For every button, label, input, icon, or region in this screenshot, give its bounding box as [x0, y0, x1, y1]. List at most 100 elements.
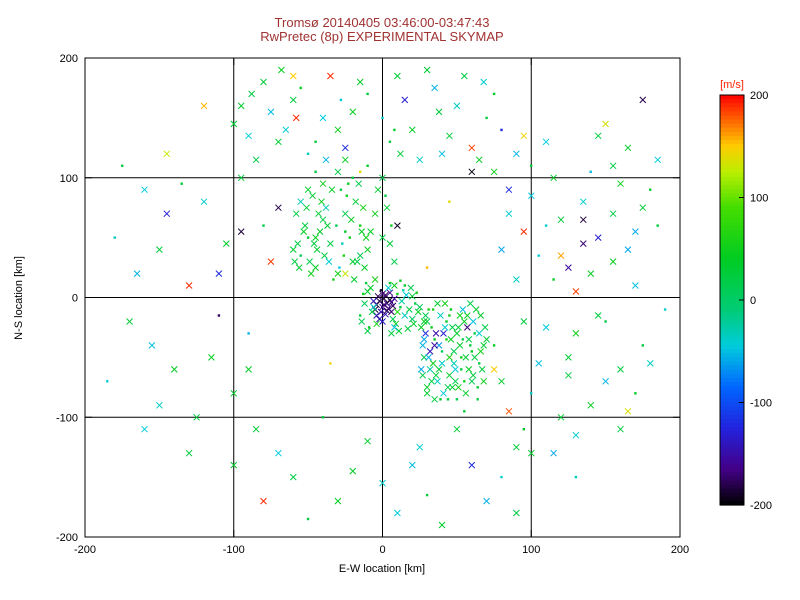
x-axis-label: E-W location [km]: [339, 563, 425, 575]
x-tick-label: 100: [522, 544, 540, 556]
scatter-marker-x: [490, 168, 498, 176]
scatter-marker-x: [324, 222, 331, 229]
colorbar-segment: [720, 324, 744, 330]
scatter-marker-x: [408, 315, 416, 323]
scatter-marker-x: [587, 401, 595, 409]
colorbar-segment: [720, 459, 744, 465]
scatter-marker-x: [440, 389, 447, 397]
scatter-marker-x: [632, 228, 639, 235]
scatter-marker-x: [565, 371, 572, 379]
scatter-marker-dot: [351, 176, 354, 179]
scatter-marker-dot: [314, 170, 317, 173]
colorbar-segment: [720, 107, 744, 112]
scatter-marker-x: [275, 138, 282, 146]
scatter-marker-x: [434, 377, 441, 385]
scatter-marker-x: [483, 336, 490, 343]
colorbar-segment: [720, 226, 744, 231]
scatter-marker-x: [459, 306, 467, 313]
scatter-marker-x: [480, 78, 488, 86]
scatter-marker-dot: [530, 392, 533, 395]
scatter-marker-x: [368, 308, 376, 316]
scatter-marker-x: [449, 324, 456, 331]
scatter-marker-dot: [180, 182, 183, 185]
scatter-marker-x: [364, 246, 371, 253]
scatter-marker-x: [654, 156, 662, 164]
colorbar-segment: [720, 291, 744, 297]
colorbar-segment: [720, 259, 744, 264]
scatter-marker-x: [431, 342, 438, 349]
scatter-marker-x: [301, 222, 309, 229]
scatter-marker-x: [289, 246, 297, 253]
scatter-marker-x: [245, 132, 252, 140]
scatter-marker-dot: [390, 224, 393, 227]
scatter-marker-dot: [589, 170, 592, 173]
scatter-marker-x: [416, 443, 424, 451]
colorbar-segment: [720, 472, 744, 477]
scatter-marker-x: [417, 324, 425, 331]
colorbar-segment: [720, 390, 744, 395]
scatter-marker-x: [382, 310, 389, 318]
scatter-marker-x: [446, 132, 453, 140]
scatter-marker-x: [319, 216, 327, 224]
colorbar-segment: [720, 320, 744, 326]
scatter-marker-x: [307, 270, 315, 277]
colorbar-segment: [720, 418, 744, 424]
scatter-marker-x: [609, 210, 617, 218]
scatter-marker-x: [306, 258, 313, 265]
scatter-marker-x: [248, 90, 255, 98]
scatter-marker-x: [527, 192, 535, 200]
scatter-marker-x: [392, 320, 400, 328]
scatter-marker-dot: [500, 128, 503, 132]
scatter-marker-x: [322, 204, 330, 212]
scatter-marker-x: [513, 509, 520, 517]
scatter-marker-x: [341, 156, 349, 164]
scatter-marker-x: [373, 312, 380, 319]
colorbar-segment: [720, 480, 744, 486]
scatter-marker-dot: [106, 380, 109, 383]
scatter-marker-dot: [399, 305, 402, 309]
colorbar-segment: [720, 406, 744, 412]
scatter-marker-x: [462, 389, 470, 397]
scatter-marker-x: [463, 312, 471, 319]
colorbar-segment: [720, 336, 744, 342]
scatter-marker-x: [395, 327, 403, 335]
scatter-marker-dot: [427, 308, 430, 311]
scatter-marker-x: [379, 479, 386, 487]
colorbar-segment: [720, 451, 744, 457]
scatter-marker-dot: [345, 194, 348, 197]
scatter-marker-dot: [332, 278, 335, 281]
colorbar-segment: [720, 439, 744, 445]
scatter-marker-dot: [448, 200, 451, 203]
scatter-marker-x: [383, 204, 391, 212]
scatter-marker-x: [437, 312, 444, 319]
scatter-marker-x: [334, 497, 342, 505]
scatter-marker-x: [456, 342, 464, 349]
scatter-marker-dot: [388, 281, 392, 285]
scatter-marker-x: [505, 210, 513, 218]
scatter-marker-x: [572, 431, 580, 439]
scatter-marker-x: [434, 300, 441, 307]
scatter-marker-dot: [449, 308, 453, 311]
scatter-marker-x: [425, 354, 432, 361]
colorbar-segment: [720, 377, 744, 383]
scatter-marker-dot: [492, 92, 496, 96]
colorbar-segment: [720, 136, 744, 141]
scatter-marker-x: [289, 96, 297, 104]
scatter-marker-dot: [121, 164, 124, 167]
scatter-marker-x: [475, 156, 483, 164]
scatter-marker-dot: [544, 224, 548, 227]
scatter-marker-x: [419, 371, 427, 379]
scatter-marker-dot: [478, 362, 481, 365]
scatter-marker-dot: [403, 284, 406, 287]
x-tick-label: -100: [223, 544, 245, 556]
scatter-marker-x: [572, 330, 580, 337]
scatter-marker-x: [334, 270, 342, 277]
scatter-marker-x: [452, 366, 459, 373]
colorbar-segment: [720, 123, 744, 129]
scatter-marker-x: [594, 234, 602, 241]
scatter-marker-x: [361, 264, 368, 271]
scatter-marker-x: [291, 258, 299, 265]
colorbar-segment: [720, 254, 744, 260]
scatter-marker-x: [417, 366, 425, 373]
